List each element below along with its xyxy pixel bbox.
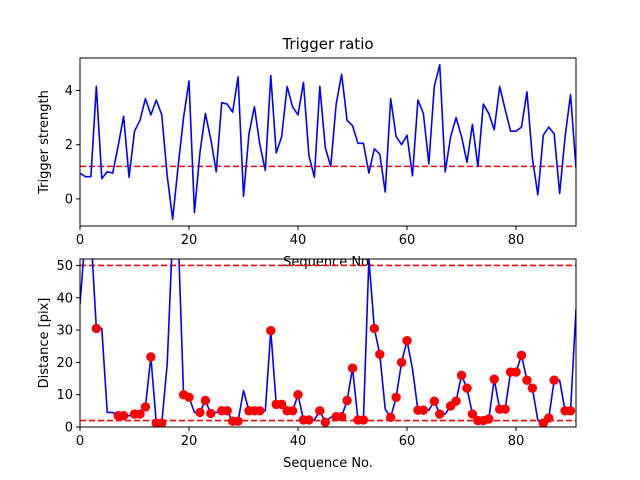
y-tick-label: 10 bbox=[56, 388, 73, 403]
y-tick-label: 50 bbox=[56, 259, 73, 274]
data-point bbox=[195, 407, 205, 418]
data-point bbox=[522, 375, 532, 385]
data-point bbox=[233, 416, 243, 426]
y-tick-label: 2 bbox=[65, 138, 73, 153]
data-point bbox=[402, 336, 412, 346]
y-tick-label: 40 bbox=[56, 291, 73, 306]
x-tick-label: 40 bbox=[290, 233, 307, 248]
data-point bbox=[358, 415, 369, 425]
data-point bbox=[255, 406, 265, 416]
data-point bbox=[342, 395, 352, 406]
y-axis-label: Distance [pix] bbox=[37, 298, 52, 389]
data-point bbox=[451, 396, 461, 406]
x-tick-label: 0 bbox=[76, 233, 84, 248]
data-point bbox=[467, 409, 478, 419]
data-point bbox=[375, 349, 385, 360]
x-axis-label: Sequence No. bbox=[283, 255, 373, 270]
data-point bbox=[391, 392, 401, 402]
x-tick-label: 40 bbox=[290, 434, 307, 449]
data-point bbox=[276, 399, 287, 410]
x-tick-label: 80 bbox=[508, 233, 525, 248]
data-point bbox=[511, 367, 521, 377]
data-point bbox=[200, 395, 211, 406]
data-point bbox=[418, 405, 429, 415]
data-point bbox=[206, 408, 216, 419]
y-tick-label: 0 bbox=[65, 421, 73, 436]
data-point bbox=[544, 413, 554, 423]
data-point bbox=[462, 383, 472, 393]
data-point bbox=[369, 323, 380, 334]
data-point bbox=[396, 357, 407, 368]
data-point bbox=[315, 406, 325, 416]
data-point bbox=[222, 406, 232, 416]
data-point bbox=[266, 326, 276, 336]
data-point bbox=[118, 410, 129, 421]
x-tick-label: 80 bbox=[508, 434, 525, 449]
x-tick-label: 60 bbox=[399, 233, 416, 248]
x-axis-label: Sequence No. bbox=[283, 456, 373, 471]
data-point bbox=[565, 406, 576, 416]
data-point bbox=[500, 404, 510, 414]
y-tick-label: 30 bbox=[56, 324, 73, 339]
data-point bbox=[516, 350, 527, 360]
y-tick-label: 4 bbox=[65, 84, 73, 99]
data-point bbox=[527, 383, 538, 393]
y-tick-label: 0 bbox=[65, 192, 73, 207]
data-point bbox=[91, 323, 102, 334]
x-tick-label: 20 bbox=[181, 233, 198, 248]
axes-frame bbox=[79, 258, 577, 428]
chart-title: Trigger ratio bbox=[281, 35, 373, 53]
data-point bbox=[320, 417, 330, 427]
series-line-0 bbox=[80, 63, 576, 221]
data-point bbox=[385, 412, 396, 423]
x-tick-label: 20 bbox=[181, 434, 198, 449]
x-tick-label: 0 bbox=[76, 434, 84, 449]
y-axis-label: Trigger strength bbox=[37, 90, 52, 195]
data-point bbox=[287, 406, 298, 416]
y-tick-label: 20 bbox=[56, 356, 73, 371]
data-point bbox=[140, 402, 151, 412]
data-point bbox=[293, 389, 303, 400]
data-point bbox=[336, 411, 347, 422]
data-point bbox=[184, 392, 194, 402]
axes-frame bbox=[79, 57, 577, 227]
data-point bbox=[304, 415, 314, 425]
data-point bbox=[435, 409, 445, 419]
data-point bbox=[146, 352, 156, 362]
data-point bbox=[429, 396, 439, 406]
top-axes: 0 20 40 60 80 0 2 4 Trigger ratio Sequence No. Tri… bbox=[37, 35, 577, 270]
data-point bbox=[484, 414, 494, 424]
data-point bbox=[549, 375, 559, 385]
data-point bbox=[489, 374, 499, 384]
x-tick-label: 60 bbox=[399, 434, 416, 449]
data-point bbox=[135, 409, 145, 419]
data-point bbox=[347, 363, 358, 373]
data-point bbox=[157, 418, 167, 427]
data-point bbox=[456, 370, 467, 381]
bottom-axes: 0 20 40 60 80 0 10 20 30 40 50 Sequence No. Distance… bbox=[37, 258, 577, 471]
